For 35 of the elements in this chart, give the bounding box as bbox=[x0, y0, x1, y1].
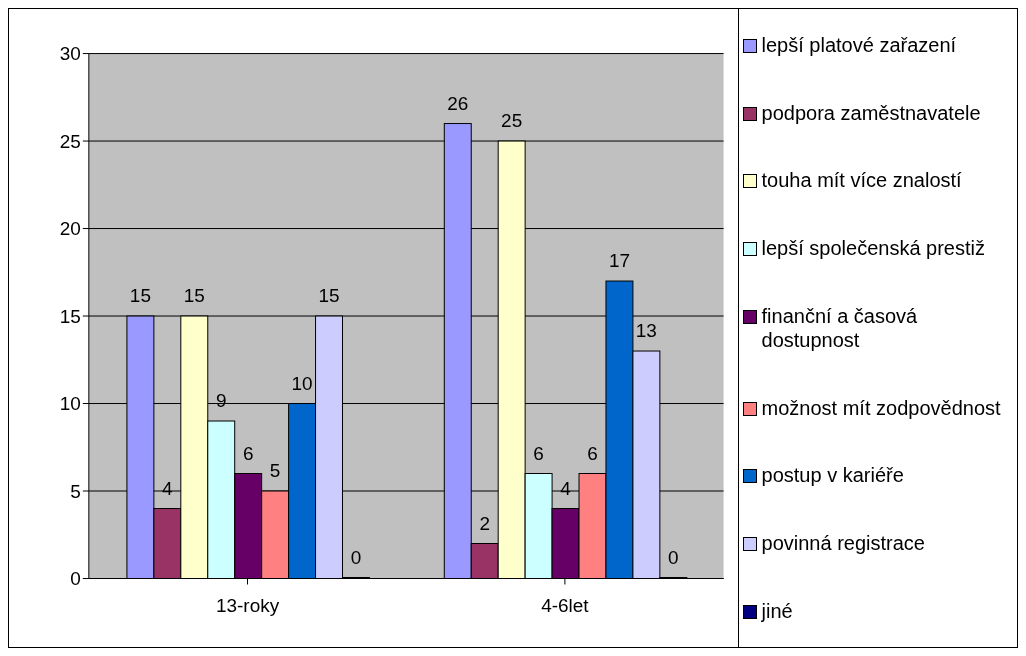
x-tick-label: 4-6let bbox=[541, 594, 590, 616]
data-label: 15 bbox=[129, 285, 151, 307]
data-label: 0 bbox=[668, 546, 679, 568]
legend-label: lepší společenská prestiž bbox=[761, 236, 985, 261]
legend-label: podpora zaměstnavatele bbox=[761, 100, 981, 125]
data-label: 26 bbox=[447, 92, 469, 114]
data-label: 4 bbox=[162, 477, 173, 499]
data-label: 15 bbox=[318, 285, 340, 307]
x-tick-label: 13-roky bbox=[215, 594, 280, 616]
y-tick-label: 0 bbox=[70, 568, 81, 590]
legend-label: touha mít více znalostí bbox=[761, 168, 962, 193]
data-label: 15 bbox=[183, 285, 205, 307]
y-tick-label: 20 bbox=[59, 218, 81, 240]
data-label: 2 bbox=[479, 512, 490, 534]
data-label: 4 bbox=[560, 477, 571, 499]
data-label: 17 bbox=[608, 250, 630, 272]
data-label: 0 bbox=[350, 546, 362, 568]
data-label: 6 bbox=[242, 442, 254, 464]
legend-label: možnost mít zodpovědnost bbox=[761, 395, 1001, 420]
y-tick-label: 5 bbox=[70, 480, 81, 502]
legend-label: finanční a časová dostupnost bbox=[761, 303, 919, 352]
data-label: 13 bbox=[635, 320, 657, 342]
data-label: 10 bbox=[291, 372, 313, 394]
y-tick-label: 15 bbox=[59, 305, 81, 327]
data-label: 6 bbox=[587, 442, 598, 464]
data-label: 5 bbox=[269, 460, 281, 482]
data-label: 25 bbox=[501, 110, 523, 132]
legend-label: postup v kariéře bbox=[761, 463, 904, 488]
y-tick-label: 10 bbox=[59, 393, 81, 415]
legend-label: jiné bbox=[761, 599, 793, 623]
data-label: 6 bbox=[533, 442, 544, 464]
legend-label: lepší platové zařazení bbox=[761, 32, 957, 57]
legend-label: povinná registrace bbox=[761, 531, 925, 556]
y-tick-label: 25 bbox=[59, 130, 81, 152]
y-tick-label: 30 bbox=[59, 43, 81, 65]
